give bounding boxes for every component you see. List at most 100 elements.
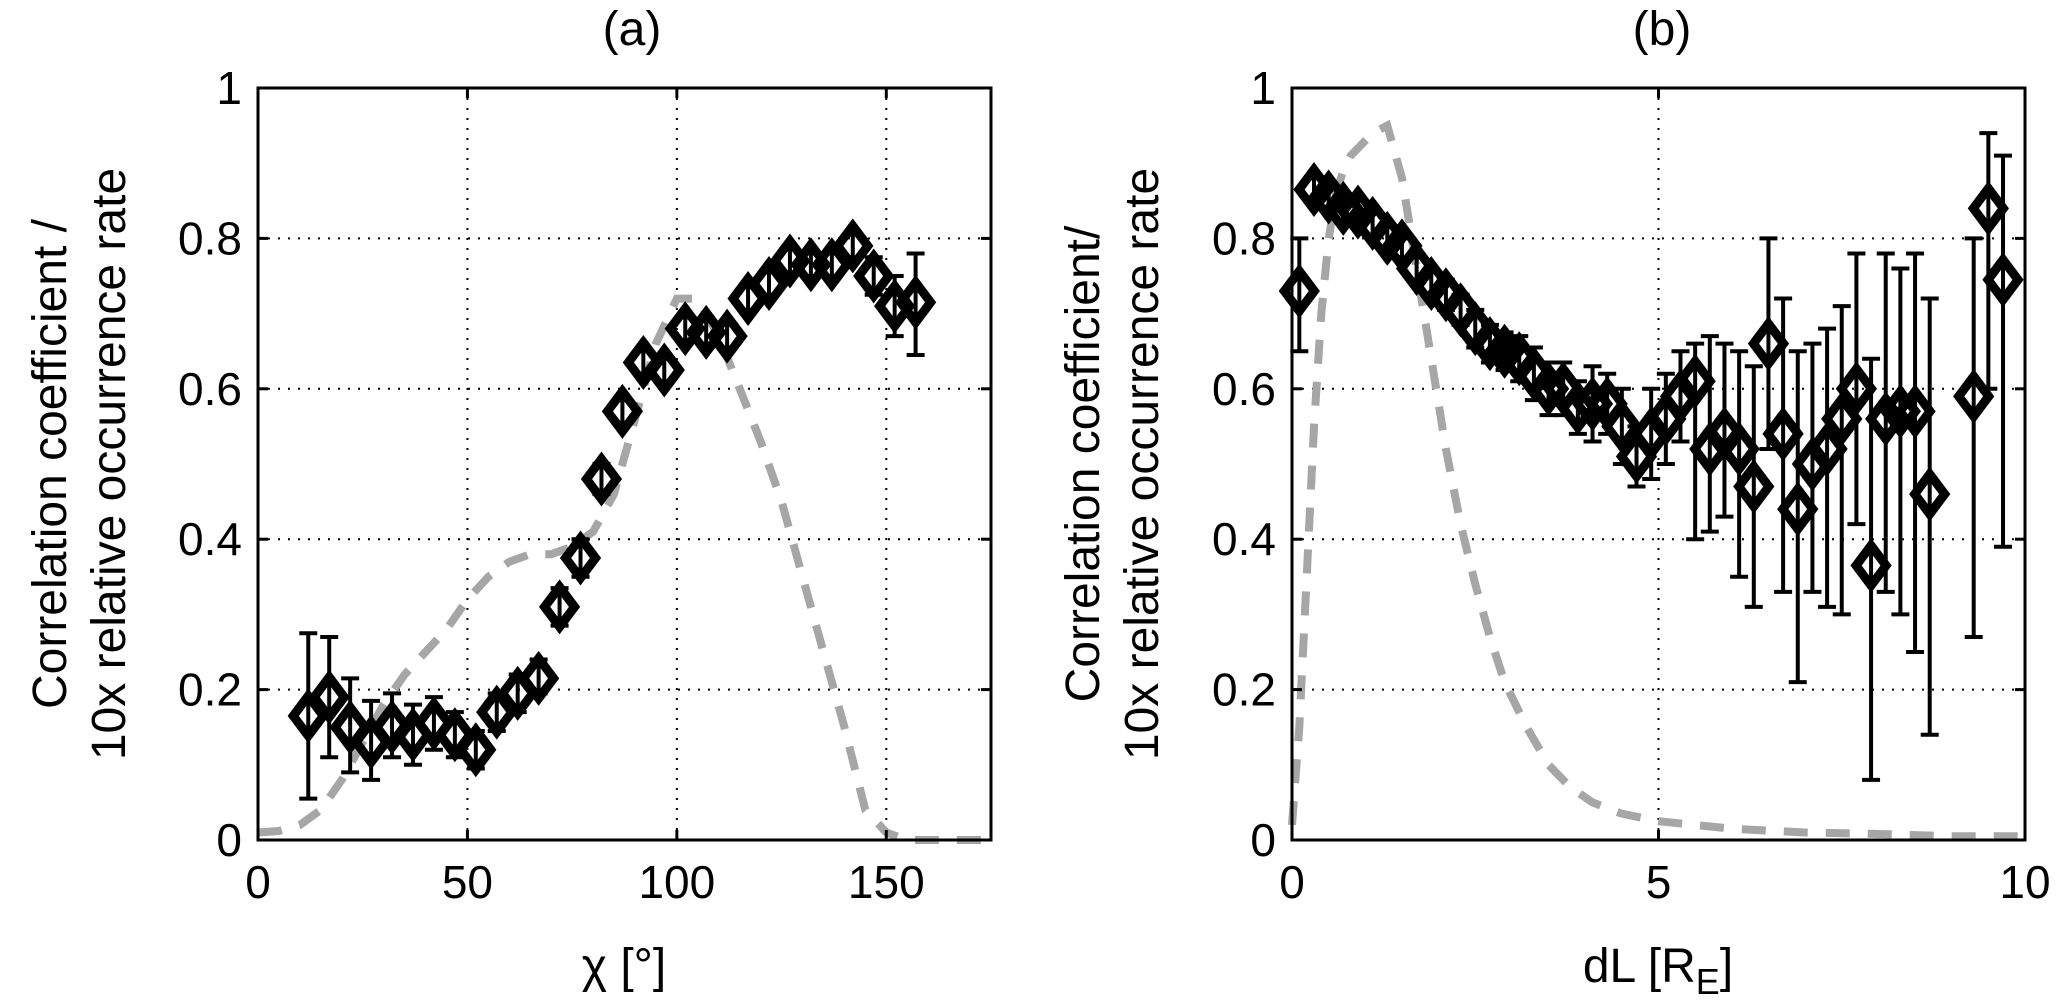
- panel-a: (a) 0 50 100 150 0 0.2 0.4 0.6 0.8 1 χ [°] Correl…: [24, 3, 993, 993]
- panel-a-diamond-marker-16: [622, 334, 664, 390]
- panel-a-point-26: [832, 218, 874, 274]
- panel-a-occurrence-series: [257, 294, 991, 844]
- panel-a-diamond-marker-8: [455, 722, 497, 778]
- panel-b-xlabel-main: dL [R: [1583, 940, 1696, 993]
- panel-b-ylabel-line2: 10x relative occurrence rate: [1116, 168, 1169, 760]
- panel-a-xtick-label-3: 150: [848, 856, 925, 908]
- panel-a-ytick-label-3: 0.6: [178, 363, 242, 415]
- panel-a-point-2: [329, 676, 371, 775]
- panel-b-xtick-label-0: 0: [1279, 856, 1305, 908]
- panel-a-xtick-label-2: 100: [638, 856, 715, 908]
- panel-b-diamond-marker-43: [1909, 466, 1951, 522]
- panel-b-diamond-marker-38: [1835, 361, 1878, 417]
- panel-b-point-37: [1821, 304, 1863, 617]
- panel-a-diamond-marker-22: [748, 256, 790, 312]
- panel-b-point-33: [1762, 296, 1804, 594]
- panel-a-frame: [256, 86, 993, 842]
- panel-a-point-11: [518, 650, 560, 706]
- panel-b-xtick-label-1: 5: [1646, 856, 1672, 908]
- panel-b-diamond-marker-42: [1894, 383, 1936, 439]
- panel-b-point-31: [1733, 364, 1775, 609]
- panel-b-diamond-marker-19: [1557, 380, 1599, 436]
- panel-b-ytick-label-1: 0.2: [1212, 664, 1276, 716]
- panel-a-diamond-marker-17: [643, 342, 685, 398]
- panel-a-title: (a): [603, 3, 662, 56]
- panel-b-diamond-marker-34: [1777, 481, 1819, 537]
- panel-b-ylabel-line1: Correlation coefficient/: [1057, 225, 1110, 702]
- panel-b-xlabel-suffix: ]: [1720, 940, 1733, 993]
- panel-b-diamond-marker-0: [1278, 263, 1320, 319]
- panel-a-point-1: [308, 634, 350, 760]
- panel-b-point-44: [1953, 236, 1995, 639]
- panel-b-title: (b): [1633, 3, 1692, 56]
- panel-b-diamond-marker-22: [1601, 398, 1643, 454]
- panel-a-axis-ticks: 0 50 100 150 0 0.2 0.4 0.6 0.8 1: [178, 62, 991, 908]
- panel-a-point-0: [287, 631, 329, 801]
- panel-b-point-38: [1835, 251, 1878, 527]
- panel-a-xtick-label-1: 50: [442, 856, 493, 908]
- panel-b-ytick-label-5: 1: [1250, 62, 1276, 114]
- panel-a-ytick-label-4: 0.8: [178, 212, 242, 264]
- panel-b-point-42: [1894, 251, 1936, 654]
- panel-b: (b) 0 5 10 0 0.2 0.4 0.6 0.8 1 dL [RE] Correlati…: [1057, 3, 2051, 1002]
- panel-b-diamond-marker-32: [1747, 316, 1790, 372]
- panel-a-ytick-label-2: 0.4: [178, 513, 242, 565]
- panel-b-diamond-marker-31: [1733, 459, 1775, 515]
- panel-b-xlabel-subscript: E: [1696, 961, 1720, 1002]
- panel-b-diamond-marker-36: [1806, 421, 1848, 477]
- panel-b-point-43: [1909, 296, 1951, 737]
- panel-b-axis-ticks: 0 5 10 0 0.2 0.4 0.6 0.8 1: [1212, 62, 2051, 908]
- panel-b-diamond-marker-33: [1762, 406, 1804, 462]
- panel-a-diamond-marker-6: [413, 695, 455, 751]
- panel-b-point-30: [1718, 349, 1760, 579]
- panel-a-point-8: [455, 722, 497, 778]
- panel-a-point-22: [748, 256, 790, 312]
- panel-b-diamond-marker-30: [1718, 421, 1760, 477]
- panel-a-xlabel: χ [°]: [582, 940, 666, 993]
- panel-a-diamond-marker-15: [601, 383, 644, 439]
- panel-a-ytick-label-5: 1: [216, 62, 242, 114]
- panel-a-point-12: [538, 579, 581, 635]
- panel-a-ylabel-line1: Correlation coefficient /: [24, 218, 77, 709]
- panel-a-point-17: [643, 342, 685, 398]
- panel-b-point-46: [1982, 153, 2024, 549]
- panel-b-diamond-marker-39: [1850, 538, 1892, 594]
- panel-a-diamond-marker-7: [434, 707, 476, 763]
- panel-a-diamond-marker-14: [580, 451, 623, 507]
- panel-b-diamond-marker-45: [1967, 180, 2009, 236]
- panel-b-ytick-label-0: 0: [1250, 814, 1276, 866]
- panel-a-xtick-label-0: 0: [245, 856, 271, 908]
- panel-b-ytick-label-4: 0.8: [1212, 212, 1276, 264]
- panel-b-diamond-marker-46: [1982, 252, 2024, 308]
- panel-a-ylabel-line2: 10x relative occurrence rate: [83, 168, 136, 760]
- panel-b-point-0: [1278, 236, 1320, 354]
- panel-b-diamond-marker-27: [1674, 353, 1716, 409]
- panel-a-point-13: [559, 530, 602, 586]
- panel-a-point-4: [371, 691, 413, 760]
- panel-a-point-14: [580, 451, 623, 507]
- panel-a-diamond-marker-4: [371, 699, 413, 755]
- panel-b-ytick-label-3: 0.6: [1212, 363, 1276, 415]
- panel-a-occurrence-line: [257, 294, 991, 844]
- panel-a-diamond-marker-20: [706, 308, 748, 364]
- panel-a-diamond-marker-13: [559, 530, 602, 586]
- panel-a-point-27: [853, 248, 895, 304]
- panel-a-ytick-label-0: 0: [216, 814, 242, 866]
- panel-b-point-41: [1879, 266, 1922, 617]
- panel-a-diamond-marker-26: [832, 218, 874, 274]
- panel-b-xlabel: dL [RE]: [1583, 940, 1733, 1002]
- panel-a-ytick-label-1: 0.2: [178, 664, 242, 716]
- panel-a-point-15: [601, 383, 644, 439]
- panel-b-correlation-series: [1278, 131, 2024, 782]
- panel-a-diamond-marker-2: [329, 699, 371, 755]
- panel-b-point-34: [1777, 349, 1819, 685]
- panel-a-correlation-series: [287, 218, 937, 801]
- panel-a-diamond-marker-12: [538, 579, 581, 635]
- panel-b-ytick-label-2: 0.4: [1212, 513, 1276, 565]
- panel-a-diamond-marker-29: [894, 274, 937, 330]
- panel-a-point-20: [706, 308, 748, 364]
- panel-b-point-39: [1850, 356, 1892, 782]
- panel-b-point-36: [1806, 326, 1848, 609]
- panel-a-diamond-marker-11: [518, 650, 560, 706]
